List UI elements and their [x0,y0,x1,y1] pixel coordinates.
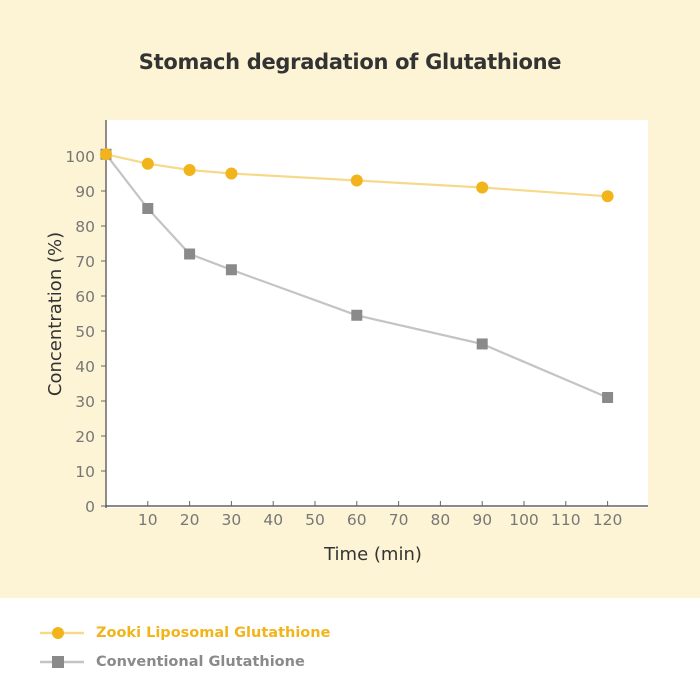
data-point-zooki [350,174,363,187]
legend-label-zooki: Zooki Liposomal Glutathione [96,625,331,641]
y-tick-label: 0 [85,498,95,516]
x-tick-label: 50 [305,511,325,529]
x-tick-label: 100 [509,511,539,529]
data-point-zooki [100,148,112,161]
y-axis-label: Concentration (%) [45,232,66,396]
data-point-conventional [476,338,488,350]
y-tick-label: 90 [75,183,95,201]
y-tick-label: 40 [75,358,95,376]
x-tick-label: 40 [263,511,283,529]
x-tick-label: 90 [472,511,492,529]
legend-swatch-zooki [40,622,84,644]
y-tick-label: 80 [75,218,95,236]
plot-area [106,120,648,508]
legend: Zooki Liposomal Glutathione Conventional… [0,598,700,700]
y-tick-label: 50 [75,323,95,341]
legend-swatch-conventional [40,651,84,673]
data-point-zooki [141,157,154,170]
y-tick-label: 30 [75,393,95,411]
x-tick-label: 80 [431,511,451,529]
legend-item-zooki: Zooki Liposomal Glutathione [40,622,330,644]
data-point-conventional [351,309,363,321]
line-chart: 0 10 20 30 40 50 60 70 80 90 100 10 20 30 40 50 60 70 80 90… [45,120,648,565]
legend-item-conventional: Conventional Glutathione [40,651,305,673]
x-tick-label: 60 [347,511,367,529]
x-tick-label: 30 [222,511,242,529]
chart-title: Stomach degradation of Glutathione [138,50,562,74]
data-point-zooki [183,164,196,176]
x-tick-label: 110 [551,511,581,529]
x-tick-label: 120 [593,511,623,529]
legend-label-conventional: Conventional Glutathione [96,654,305,670]
x-tick-label: 20 [180,511,200,529]
data-point-zooki [601,190,614,203]
y-tick-label: 10 [75,463,95,481]
x-tick-label: 70 [389,511,409,529]
x-axis-label: Time (min) [323,544,422,565]
data-point-conventional [225,264,237,276]
data-point-zooki [225,167,238,180]
y-tick-label: 70 [75,253,95,271]
data-point-conventional [184,248,196,260]
y-tick-label: 100 [65,148,95,166]
data-point-conventional [602,392,614,403]
y-tick-label: 20 [75,428,95,446]
data-point-conventional [142,203,154,214]
y-tick-label: 60 [75,288,95,306]
data-point-zooki [476,181,489,194]
x-tick-label: 10 [138,511,158,529]
